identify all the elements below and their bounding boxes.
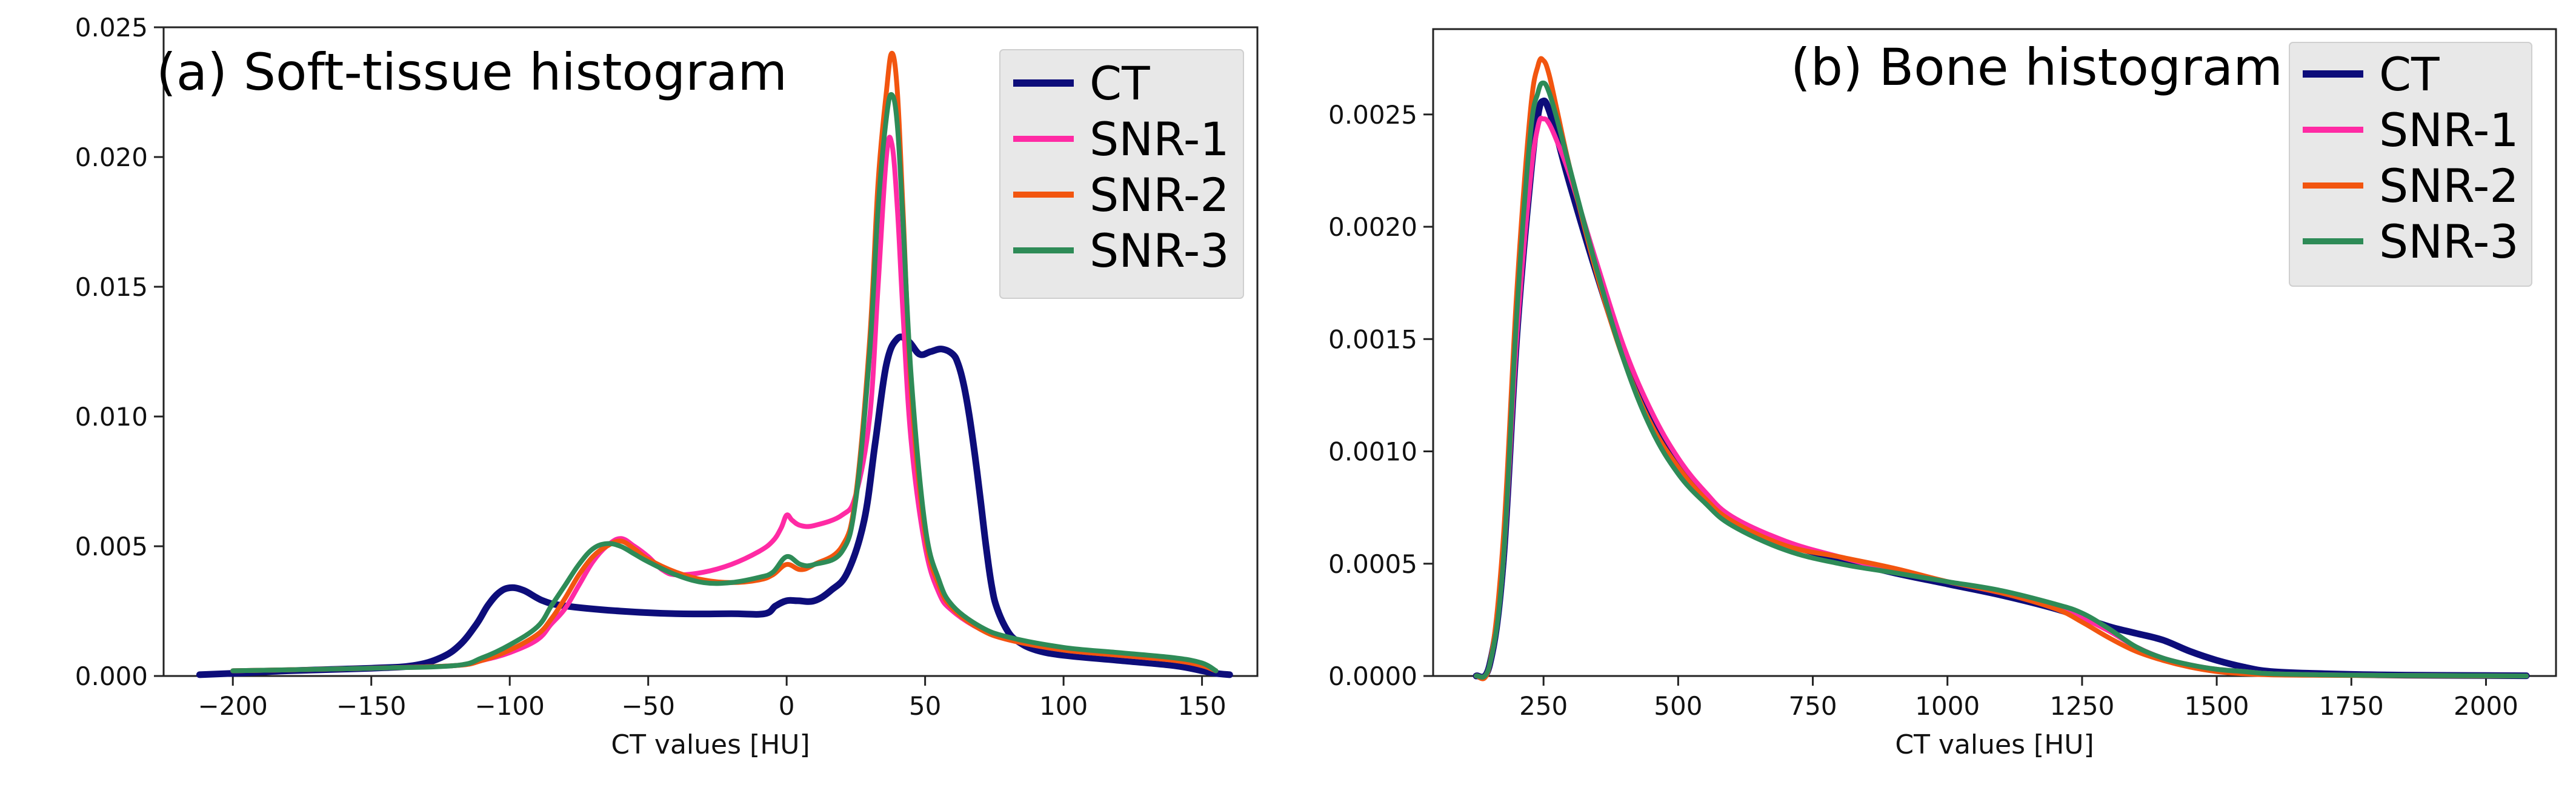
panel-annotation: (b) Bone histogram: [1791, 38, 2283, 97]
y-tick-label: 0.0020: [1328, 212, 1417, 242]
legend-label: SNR-2: [2379, 159, 2519, 213]
legend-label: CT: [2379, 47, 2440, 101]
y-axis: 0.0000 0.0005 0.0010 0.0015 0.0020 0.0025: [1328, 100, 1433, 691]
legend-label: CT: [1090, 56, 1150, 110]
x-tick-label: 100: [1039, 691, 1088, 721]
x-tick-label: 500: [1654, 691, 1702, 721]
y-tick-label: 0.0015: [1328, 324, 1417, 354]
x-tick-label: 1250: [2049, 691, 2114, 721]
series-line-snr-3: [230, 92, 1219, 674]
legend-label: SNR-1: [1090, 112, 1230, 166]
x-tick-label: 2000: [2454, 691, 2518, 721]
legend-entry-ct: CT: [1013, 56, 1150, 110]
y-axis: 0.000 0.005 0.010 0.015 0.020 0.025: [75, 13, 164, 691]
legend-entry-snr-2: SNR-2: [2303, 159, 2519, 213]
y-tick-label: 0.020: [75, 142, 148, 172]
bone-chart: 0.0000 0.0005 0.0010 0.0015 0.0020 0.0025 250…: [1328, 28, 2557, 760]
y-tick-label: 0.005: [75, 532, 148, 561]
y-tick-label: 0.0000: [1328, 661, 1417, 691]
legend-entry-snr-2: SNR-2: [1013, 168, 1230, 222]
series-lines: [1473, 56, 2530, 681]
plot-area-frame: [1432, 28, 2557, 677]
x-axis-label: CT values [HU]: [611, 729, 810, 760]
legend-box: [999, 49, 1244, 299]
series-lines: [196, 50, 1233, 678]
y-tick-label: 0.010: [75, 402, 148, 432]
panel-annotation: (a) Soft-tissue histogram: [156, 42, 787, 102]
y-tick-label: 0.0025: [1328, 100, 1417, 130]
x-tick-label: 1750: [2319, 691, 2384, 721]
series-line-ct: [196, 333, 1233, 678]
y-tick-label: 0.0010: [1328, 437, 1417, 467]
x-axis-label: CT values [HU]: [1895, 729, 2094, 760]
x-tick-label: 250: [1519, 691, 1568, 721]
x-tick-label: −100: [475, 691, 545, 721]
x-tick-label: 150: [1178, 691, 1226, 721]
legend-label: SNR-3: [1090, 224, 1230, 278]
legend-label: SNR-3: [2379, 215, 2519, 269]
series-line-snr-1: [230, 135, 1219, 674]
y-tick-label: 0.0005: [1328, 549, 1417, 579]
x-tick-label: −200: [198, 691, 268, 721]
y-tick-label: 0.025: [75, 13, 148, 42]
legend-entry-snr-1: SNR-1: [2303, 103, 2519, 157]
x-tick-label: −50: [621, 691, 675, 721]
x-axis: −200 −150 −100 −50 0 50 100 150: [198, 676, 1226, 721]
legend-entry-snr-3: SNR-3: [1013, 224, 1230, 278]
x-tick-label: 750: [1788, 691, 1837, 721]
x-tick-label: 1000: [1915, 691, 1980, 721]
x-tick-label: 0: [779, 691, 795, 721]
legend-entry-ct: CT: [2303, 47, 2440, 101]
series-line-snr-3: [1474, 80, 2529, 680]
y-tick-label: 0.015: [75, 272, 148, 302]
legend-entry-snr-1: SNR-1: [1013, 112, 1230, 166]
x-tick-label: −150: [336, 691, 406, 721]
legend-label: SNR-2: [1090, 168, 1230, 222]
x-tick-label: 1500: [2185, 691, 2249, 721]
y-tick-label: 0.000: [75, 661, 148, 691]
x-tick-label: 50: [909, 691, 941, 721]
legend-box: [2289, 42, 2532, 287]
legend-entry-snr-3: SNR-3: [2303, 215, 2519, 269]
x-axis: 250 500 750 1000 1250 1500 1750 2000: [1519, 676, 2518, 721]
plot-area-frame: [162, 26, 1259, 677]
legend-label: SNR-1: [2379, 103, 2519, 157]
